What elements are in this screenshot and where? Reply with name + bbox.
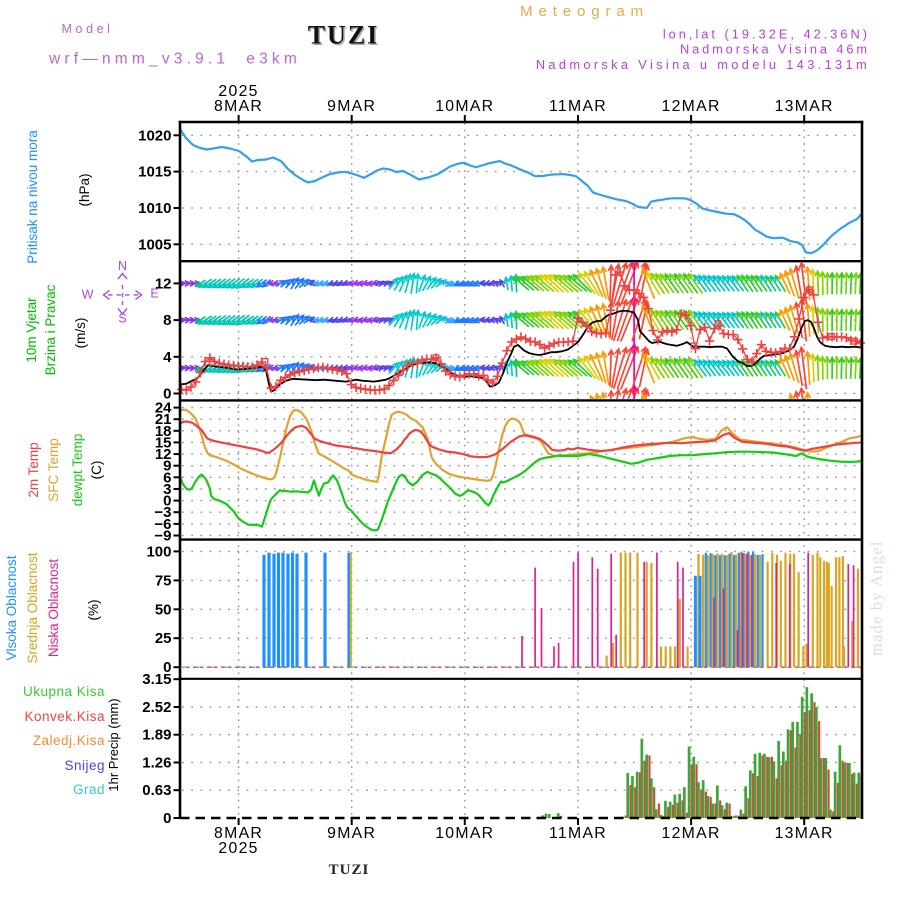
svg-text:21: 21 [155, 411, 172, 428]
svg-text:(%): (%) [86, 600, 101, 621]
svg-text:TUZI: TUZI [309, 22, 381, 51]
svg-text:W: W [82, 288, 94, 302]
svg-text:Niska Oblacnost: Niska Oblacnost [46, 559, 61, 658]
svg-text:Nadmorska Visina u modelu 143.: Nadmorska Visina u modelu 143.131m [536, 57, 870, 72]
svg-text:8MAR: 8MAR [214, 825, 263, 842]
svg-text:3: 3 [163, 481, 171, 498]
svg-text:Konvek.Kisa: Konvek.Kisa [24, 709, 105, 724]
svg-text:12: 12 [155, 275, 172, 292]
svg-text:E: E [150, 287, 158, 301]
svg-text:(C): (C) [89, 461, 104, 480]
svg-text:Vlsoka Oblacnost: Vlsoka Oblacnost [4, 555, 19, 660]
svg-text:1.26: 1.26 [142, 755, 171, 772]
svg-text:1.89: 1.89 [142, 727, 171, 744]
svg-text:12MAR: 12MAR [662, 825, 721, 842]
svg-text:Nadmorska Visina 46m: Nadmorska Visina 46m [680, 42, 870, 57]
svg-text:0: 0 [163, 493, 171, 510]
svg-text:10m Vjetar: 10m Vjetar [24, 297, 39, 363]
svg-text:1015: 1015 [138, 164, 171, 181]
svg-text:2.52: 2.52 [142, 699, 171, 716]
svg-text:Ukupna Kisa: Ukupna Kisa [23, 684, 105, 699]
svg-text:50: 50 [155, 601, 172, 618]
svg-text:12MAR: 12MAR [662, 98, 721, 115]
svg-text:−6: −6 [154, 516, 171, 533]
svg-text:10MAR: 10MAR [435, 98, 494, 115]
svg-text:18: 18 [155, 423, 172, 440]
svg-text:9MAR: 9MAR [327, 98, 376, 115]
svg-text:dewpt Temp: dewpt Temp [70, 434, 85, 507]
svg-text:Snijeg: Snijeg [64, 758, 105, 773]
svg-text:Brzina i Pravac: Brzina i Pravac [43, 284, 58, 375]
svg-text:2025: 2025 [218, 840, 258, 857]
svg-text:1005: 1005 [138, 236, 171, 253]
svg-text:2m Temp: 2m Temp [26, 442, 41, 497]
svg-text:0: 0 [163, 810, 171, 827]
svg-text:2025: 2025 [218, 83, 258, 100]
svg-text:wrf—nmm_v3.9.1 e3km: wrf—nmm_v3.9.1 e3km [48, 51, 301, 68]
svg-text:6: 6 [163, 469, 171, 486]
svg-text:N: N [118, 259, 127, 273]
svg-text:13MAR: 13MAR [775, 98, 834, 115]
svg-text:1010: 1010 [138, 200, 171, 217]
svg-text:3.15: 3.15 [142, 671, 171, 688]
svg-text:TUZI: TUZI [308, 21, 380, 50]
svg-text:lon,lat (19.32E, 42.36N): lon,lat (19.32E, 42.36N) [663, 27, 870, 42]
svg-text:13MAR: 13MAR [775, 825, 834, 842]
svg-text:made by Angel: made by Angel [867, 541, 886, 657]
svg-text:Model: Model [62, 22, 114, 36]
svg-text:10MAR: 10MAR [435, 825, 494, 842]
svg-text:9MAR: 9MAR [327, 825, 376, 842]
svg-text:Meteogram: Meteogram [520, 3, 649, 20]
svg-text:8: 8 [163, 312, 171, 329]
svg-text:25: 25 [155, 630, 172, 647]
svg-text:24: 24 [155, 400, 172, 417]
svg-text:4: 4 [163, 349, 172, 366]
svg-text:Grad: Grad [73, 782, 105, 797]
svg-text:Srednja Oblacnost: Srednja Oblacnost [25, 552, 40, 663]
svg-text:8MAR: 8MAR [214, 98, 263, 115]
svg-text:0: 0 [163, 386, 171, 403]
svg-text:1hr Precip (mm): 1hr Precip (mm) [106, 698, 121, 791]
svg-text:S: S [118, 312, 126, 326]
svg-text:−3: −3 [154, 504, 171, 521]
svg-text:15: 15 [155, 434, 172, 451]
svg-text:1020: 1020 [138, 127, 171, 144]
svg-text:(hPa): (hPa) [77, 173, 92, 206]
svg-text:11MAR: 11MAR [549, 825, 607, 842]
svg-text:TUZI: TUZI [329, 862, 370, 878]
svg-text:(m/s): (m/s) [73, 318, 88, 349]
svg-text:12: 12 [155, 446, 172, 463]
svg-text:Zaledj.Kisa: Zaledj.Kisa [33, 733, 105, 748]
svg-text:−9: −9 [154, 528, 171, 545]
svg-text:100: 100 [146, 543, 171, 560]
svg-text:SFC Temp: SFC Temp [46, 438, 61, 502]
svg-text:0.63: 0.63 [142, 782, 171, 799]
svg-text:11MAR: 11MAR [549, 98, 607, 115]
svg-text:9: 9 [163, 458, 171, 475]
svg-text:75: 75 [155, 572, 172, 589]
svg-text:0: 0 [163, 659, 171, 676]
svg-text:Pritisak na nivou mora: Pritisak na nivou mora [25, 130, 40, 264]
